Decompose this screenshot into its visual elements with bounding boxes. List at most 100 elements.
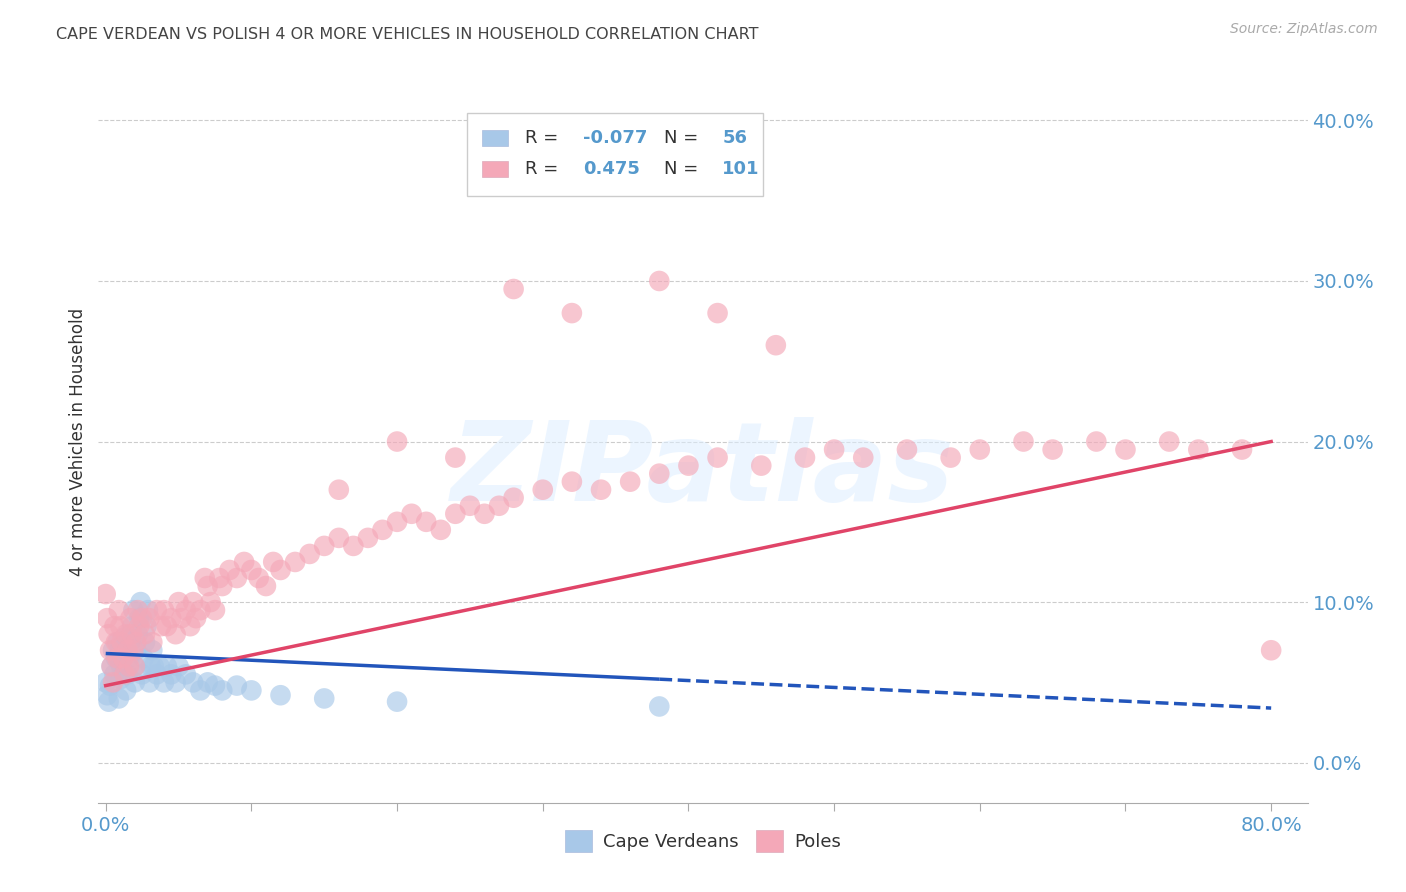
Point (197, 579, 219, 593)
Point (678, 458, 700, 473)
Point (101, 643, 124, 657)
Point (415, 515, 437, 529)
Legend: Cape Verdeans, Poles: Cape Verdeans, Poles (558, 822, 848, 859)
Point (127, 603, 149, 617)
Text: ZIPatlas: ZIPatlas (451, 417, 955, 524)
Point (247, 571, 270, 585)
Point (108, 603, 131, 617)
Point (105, 635, 128, 649)
Point (111, 663, 134, 677)
Point (136, 603, 159, 617)
Point (298, 547, 321, 561)
Point (474, 507, 496, 521)
Point (233, 555, 256, 569)
Point (174, 603, 197, 617)
Point (240, 683, 263, 698)
Point (145, 603, 167, 617)
Point (190, 603, 212, 617)
Point (150, 619, 173, 633)
Point (794, 450, 817, 465)
FancyBboxPatch shape (482, 130, 509, 146)
Point (328, 483, 350, 497)
Point (100, 659, 122, 673)
Point (179, 619, 201, 633)
Point (1012, 434, 1035, 449)
Point (262, 555, 284, 569)
Point (939, 450, 962, 465)
Point (129, 595, 152, 609)
Point (706, 450, 728, 465)
Point (1114, 442, 1136, 457)
Point (135, 619, 157, 633)
Text: -0.077: -0.077 (583, 129, 648, 147)
Point (131, 611, 153, 625)
Point (118, 659, 141, 673)
Point (765, 338, 787, 352)
Point (1042, 442, 1064, 457)
Point (117, 643, 139, 657)
Text: 101: 101 (723, 161, 759, 178)
Point (561, 306, 583, 320)
Point (104, 635, 127, 649)
Point (114, 631, 136, 645)
Point (114, 667, 136, 681)
Point (97, 627, 120, 641)
Point (120, 611, 142, 625)
Point (138, 675, 160, 690)
Point (385, 434, 408, 449)
Point (342, 539, 364, 553)
Point (823, 442, 845, 457)
Text: Source: ZipAtlas.com: Source: ZipAtlas.com (1230, 22, 1378, 37)
Point (160, 611, 183, 625)
Point (488, 499, 510, 513)
Point (121, 627, 143, 641)
Point (115, 627, 138, 641)
Point (211, 579, 233, 593)
Point (128, 619, 150, 633)
Point (852, 450, 875, 465)
Point (170, 611, 193, 625)
Point (122, 603, 145, 617)
Point (167, 595, 190, 609)
Point (200, 595, 222, 609)
Point (97, 695, 120, 709)
Point (502, 282, 524, 296)
Point (328, 531, 350, 545)
Text: N =: N = (664, 129, 704, 147)
Point (125, 635, 148, 649)
Point (120, 635, 142, 649)
Point (270, 688, 292, 702)
Point (112, 651, 135, 665)
Point (208, 571, 231, 585)
Point (254, 579, 277, 593)
Point (1159, 434, 1181, 449)
Text: R =: R = (526, 161, 569, 178)
Point (444, 507, 467, 521)
Point (204, 679, 226, 693)
Point (211, 683, 233, 698)
Point (124, 675, 146, 690)
Point (190, 683, 212, 698)
Point (167, 659, 190, 673)
Point (225, 571, 247, 585)
Text: 56: 56 (723, 129, 748, 147)
Point (153, 603, 176, 617)
Point (98, 679, 121, 693)
Point (110, 619, 132, 633)
Point (103, 619, 125, 633)
FancyBboxPatch shape (482, 161, 509, 178)
Point (706, 306, 728, 320)
Point (134, 627, 156, 641)
Point (270, 563, 292, 577)
Point (165, 675, 187, 690)
Point (969, 442, 991, 457)
Point (149, 659, 172, 673)
Point (110, 640, 132, 654)
Point (648, 699, 671, 714)
Point (357, 531, 380, 545)
Point (96, 611, 118, 625)
Point (100, 659, 122, 673)
Point (105, 651, 128, 665)
Point (385, 695, 408, 709)
Point (110, 656, 132, 670)
